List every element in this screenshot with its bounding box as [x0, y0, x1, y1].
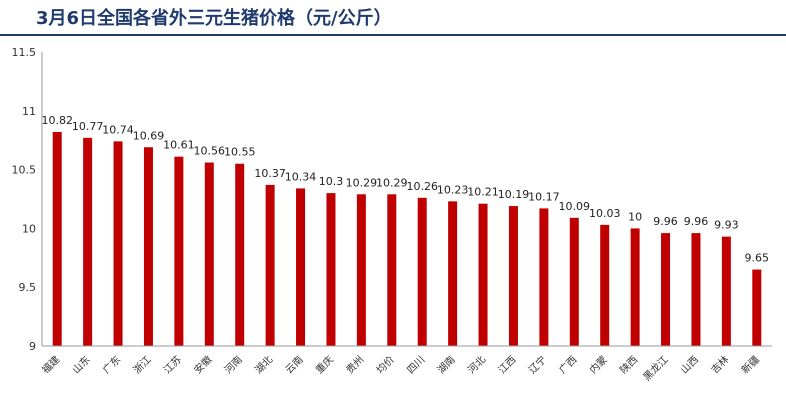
- x-tick-label: 山西: [678, 354, 701, 377]
- data-label: 10: [628, 210, 642, 223]
- data-label: 10.09: [559, 200, 591, 213]
- data-label: 10.23: [437, 183, 469, 196]
- data-label: 10.03: [589, 207, 621, 220]
- data-label: 10.56: [194, 145, 226, 158]
- x-tick-label: 吉林: [708, 353, 731, 376]
- bar: [52, 131, 62, 346]
- bar: [83, 137, 93, 346]
- bar: [691, 233, 701, 346]
- x-tick-label: 广西: [557, 354, 580, 377]
- data-label: 10.61: [163, 139, 195, 152]
- bar: [478, 203, 488, 346]
- data-label: 10.21: [467, 186, 499, 199]
- data-label: 10.77: [72, 120, 104, 133]
- x-tick-label: 重庆: [313, 353, 336, 376]
- data-label: 10.17: [528, 190, 560, 203]
- x-tick-label: 江西: [496, 354, 519, 377]
- x-tick-label: 均价: [374, 354, 397, 377]
- y-tick-label: 11.5: [12, 46, 37, 59]
- x-tick-label: 湖北: [253, 354, 276, 377]
- bar: [356, 194, 366, 346]
- bar: [143, 147, 153, 346]
- data-label: 10.19: [498, 188, 530, 201]
- bar: [387, 194, 397, 346]
- x-tick-label: 广东: [100, 353, 123, 376]
- title-bar: 3月6日全国各省外三元生猪价格（元/公斤）: [0, 0, 786, 36]
- data-label: 10.82: [41, 114, 73, 127]
- bar: [296, 188, 306, 346]
- x-tick-label: 河南: [221, 353, 244, 376]
- x-tick-label: 内蒙: [586, 353, 609, 376]
- bar: [661, 233, 671, 346]
- bar: [265, 184, 275, 346]
- x-tick-label: 云南: [282, 353, 305, 376]
- data-label: 9.96: [653, 215, 678, 228]
- x-tick-label: 山东: [69, 353, 92, 376]
- data-label: 10.74: [102, 123, 134, 136]
- y-tick-label: 10.5: [12, 164, 37, 177]
- x-tick-label: 江苏: [161, 353, 184, 376]
- data-label: 10.3: [319, 175, 344, 188]
- y-tick-label: 10: [22, 222, 36, 235]
- bar: [508, 206, 518, 346]
- x-tick-label: 福建: [39, 353, 62, 376]
- y-tick-label: 11: [22, 105, 36, 118]
- bar: [569, 217, 579, 346]
- chart-title: 3月6日全国各省外三元生猪价格（元/公斤）: [36, 8, 392, 29]
- y-axis: 9 9.5 10 10.5 11 11.5: [12, 46, 43, 353]
- data-label: 10.55: [224, 146, 256, 159]
- data-label: 10.29: [376, 176, 408, 189]
- bar: [417, 197, 427, 346]
- bar: [539, 208, 549, 346]
- x-tick-label: 浙江: [131, 354, 154, 377]
- x-tick-label: 安徽: [191, 353, 214, 376]
- x-tick-label: 四川: [405, 354, 427, 376]
- x-tick-label: 新疆: [739, 353, 762, 376]
- x-tick-label: 湖南: [434, 353, 457, 376]
- x-tick-label: 河北: [466, 354, 489, 377]
- bars-group: [52, 131, 762, 346]
- bar: [204, 162, 214, 346]
- x-tick-label: 陕西: [617, 353, 640, 376]
- data-label: 10.37: [254, 167, 286, 180]
- bar: [630, 228, 640, 346]
- y-tick-label: 9: [29, 340, 36, 353]
- y-tick-label: 9.5: [19, 281, 37, 294]
- data-label: 9.93: [714, 219, 739, 232]
- data-label: 10.34: [285, 170, 317, 183]
- bar: [326, 193, 336, 346]
- bar: [752, 269, 762, 346]
- bar: [600, 224, 610, 346]
- bar: [174, 156, 184, 346]
- title-underline: [0, 34, 786, 36]
- data-label: 9.96: [684, 215, 709, 228]
- data-label: 10.26: [406, 180, 438, 193]
- data-label: 10.69: [133, 129, 165, 142]
- x-tick-label: 黑龙江: [640, 353, 670, 383]
- bar: [721, 236, 731, 346]
- data-label: 10.29: [346, 176, 378, 189]
- x-tick-label: 贵州: [343, 353, 366, 376]
- x-axis: 福建 山东 广东 浙江 江苏 安徽 河南 湖北 云南 重庆 贵州 均价 四川 湖南 河北 江西 辽宁 广西 内蒙 陕西…: [39, 345, 772, 383]
- bar: [235, 163, 245, 346]
- data-label: 9.65: [745, 252, 770, 265]
- bar: [113, 141, 123, 346]
- x-tick-label: 辽宁: [526, 353, 549, 376]
- bar: [448, 201, 458, 346]
